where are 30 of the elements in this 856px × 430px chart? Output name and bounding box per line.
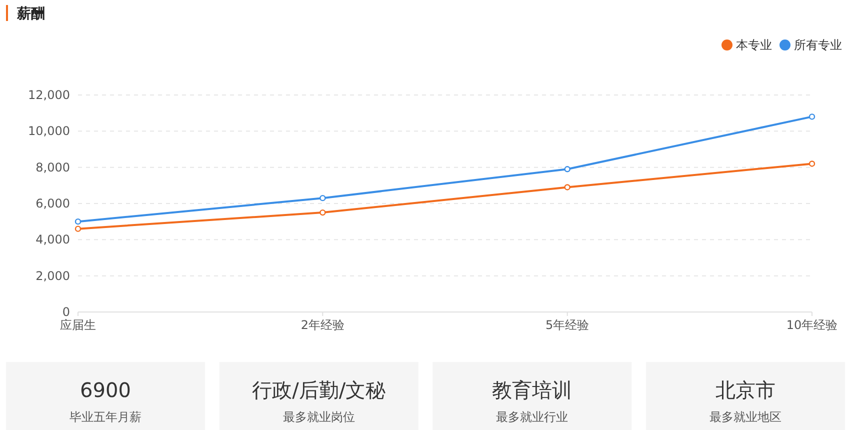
y-tick-label: 12,000 <box>28 88 70 102</box>
point <box>320 209 326 216</box>
x-tick-label: 10年经验 <box>786 318 838 332</box>
y-tick-label: 4,000 <box>36 232 70 247</box>
text: 北京市 <box>716 378 776 402</box>
point <box>74 226 82 232</box>
chart-title: 薪酬 <box>16 6 45 22</box>
category-label: 最多就业岗位 <box>282 410 355 424</box>
point <box>808 114 816 120</box>
x-tick-label: 应届生 <box>60 318 96 332</box>
category-label: 毕业五年月薪 <box>70 410 142 424</box>
legend-label: 所有专业 <box>794 38 842 52</box>
point <box>564 166 570 172</box>
y-tick-label: 6,000 <box>36 196 70 210</box>
point <box>74 218 82 225</box>
text: 教育培训 <box>492 378 572 402</box>
legend-label: 本专业 <box>736 38 772 52</box>
x-tick-label: 2年经验 <box>300 318 344 332</box>
point <box>808 160 816 167</box>
x-tick-label: 5年经验 <box>546 318 590 332</box>
y-tick-label: 0 <box>62 305 70 319</box>
text: 行政/后勤/文秘 <box>252 378 386 402</box>
point <box>564 184 570 190</box>
category-label: 最多就业地区 <box>710 410 782 424</box>
category-label: 最多就业行业 <box>496 410 568 424</box>
y-tick-label: 2,000 <box>36 268 70 283</box>
point <box>320 194 326 202</box>
y-tick-label: 8,000 <box>36 160 70 174</box>
text: 6900 <box>80 378 131 402</box>
y-tick-label: 10,000 <box>28 124 70 138</box>
